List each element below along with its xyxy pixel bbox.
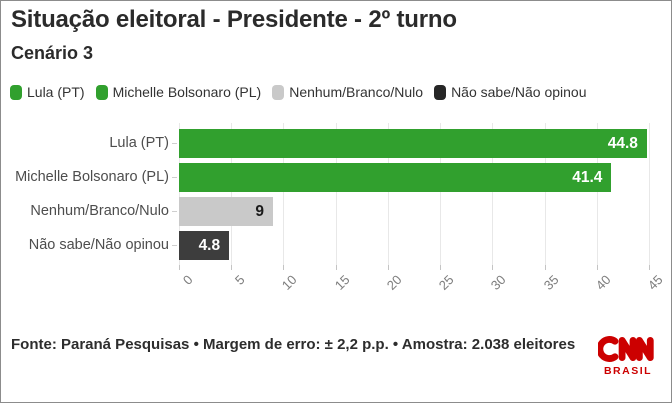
bar-value: 41.4 [572, 169, 603, 186]
gridline [179, 123, 180, 265]
gridline [649, 123, 650, 265]
cnn-logo: BRASIL [597, 335, 659, 377]
legend-label: Não sabe/Não opinou [451, 84, 587, 100]
brand-sub-label: BRASIL [603, 365, 653, 377]
category-tickmark [172, 177, 177, 178]
category-label: Lula (PT) [109, 135, 169, 151]
bar-value: 4.8 [198, 237, 221, 254]
gridline [231, 123, 233, 265]
chart-subtitle: Cenário 3 [11, 43, 94, 63]
legend-label: Michelle Bolsonaro (PL) [112, 84, 262, 100]
chart-title: Situação eleitoral - Presidente - 2º tur… [11, 6, 457, 33]
category-label: Nenhum/Branco/Nulo [30, 203, 169, 219]
category-tickmark [172, 245, 177, 246]
category-tickmark [172, 211, 177, 212]
x-axis-tickmark [179, 265, 180, 270]
legend-swatch [95, 84, 108, 100]
x-tick-label: 10 [279, 272, 301, 293]
legend-item: Lula (PT) [10, 84, 85, 100]
legend-swatch [272, 84, 285, 100]
x-axis-tickmark [596, 265, 598, 270]
x-tick-label: 15 [331, 272, 353, 293]
gridline [283, 123, 285, 265]
x-axis-tickmark [649, 265, 650, 270]
x-axis-tickmark [440, 265, 442, 270]
gridline [335, 123, 337, 265]
bar [179, 197, 273, 226]
legend-item: Não sabe/Não opinou [434, 84, 587, 100]
x-tick-label: 5 [232, 272, 248, 288]
x-tick-label: 30 [488, 272, 509, 293]
legend-swatch [10, 84, 22, 100]
bar [179, 129, 647, 158]
x-axis-tickmark [283, 265, 285, 270]
legend-label: Lula (PT) [27, 84, 85, 100]
bar-value: 44.8 [607, 135, 638, 152]
category-label: Não sabe/Não opinou [28, 237, 169, 253]
gridline [492, 123, 494, 265]
x-axis-tickmark [387, 265, 389, 270]
gridline [544, 123, 546, 265]
category-tickmark [172, 143, 177, 144]
x-tick-label: 40 [592, 272, 614, 293]
x-axis-tickmark [492, 265, 494, 270]
legend-item: Michelle Bolsonaro (PL) [95, 84, 262, 100]
legend-label: Nenhum/Branco/Nulo [289, 84, 424, 100]
bar [179, 163, 612, 192]
x-axis-tickmark [544, 265, 546, 270]
bar [179, 231, 230, 260]
gridline [596, 123, 598, 265]
x-tick-label: 25 [435, 272, 457, 293]
legend-item: Nenhum/Branco/Nulo [272, 84, 423, 100]
legend-swatch [434, 84, 447, 100]
x-axis-tickmark [335, 265, 337, 270]
x-tick-label: 0 [179, 272, 196, 288]
x-tick-label: 45 [644, 272, 666, 293]
x-tick-label: 20 [383, 272, 405, 293]
bar-value: 9 [255, 203, 264, 220]
gridline [440, 123, 442, 265]
category-label: Michelle Bolsonaro (PL) [15, 169, 169, 185]
gridline [387, 123, 389, 265]
legend: Lula (PT) Michelle Bolsonaro (PL) Nenhum/B… [10, 84, 587, 100]
source-text: Fonte: Paraná Pesquisas • Margem de erro… [11, 336, 576, 353]
x-tick-label: 35 [540, 272, 562, 293]
cnn-logo-icon [598, 336, 654, 362]
x-axis-tickmark [231, 265, 233, 270]
